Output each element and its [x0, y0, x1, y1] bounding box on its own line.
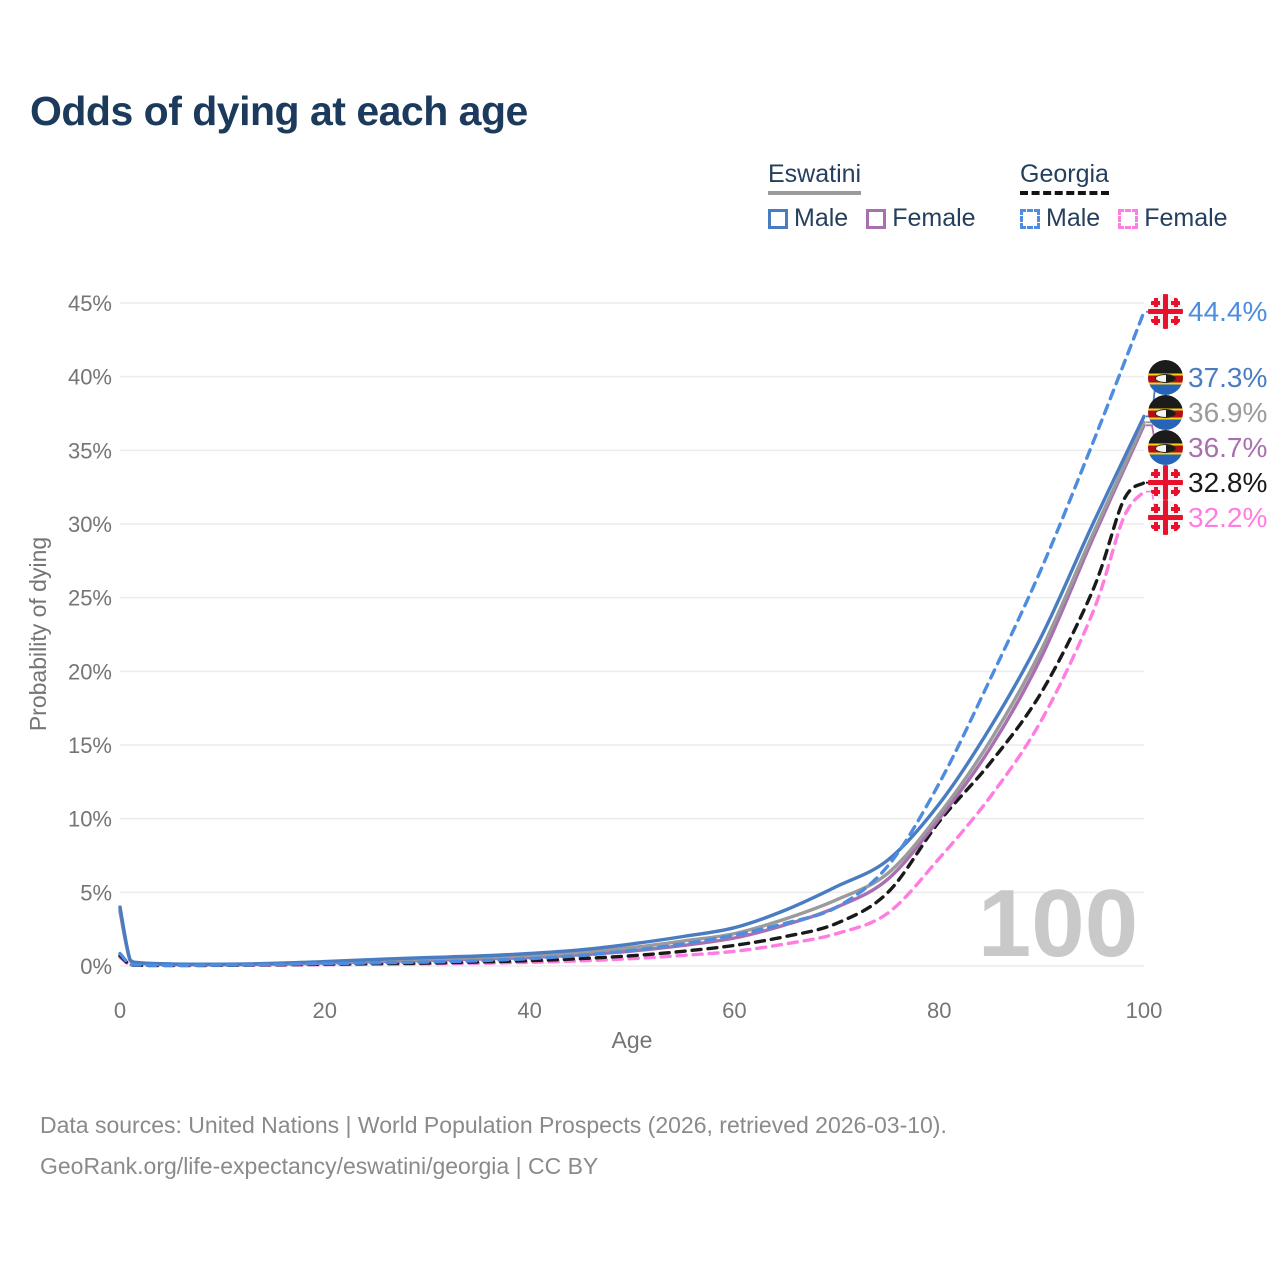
legend-item-eswatini-male[interactable]: Male — [768, 204, 848, 233]
x-tick-label: 0 — [114, 998, 126, 1023]
end-label-value: 32.2% — [1188, 501, 1268, 533]
footer-attribution: GeoRank.org/life-expectancy/eswatini/geo… — [40, 1153, 599, 1179]
chart-title: Odds of dying at each age — [30, 88, 528, 134]
x-tick-label: 20 — [313, 998, 337, 1023]
series-line-georgia-male[interactable] — [118, 310, 1146, 967]
y-tick-label: 35% — [68, 438, 112, 463]
legend-group-eswatini: Eswatini Male Female — [768, 160, 976, 233]
legend-label-georgia-female: Female — [1144, 204, 1228, 232]
footer: Data sources: United Nations | World Pop… — [40, 1105, 947, 1187]
legend-group-title-eswatini: Eswatini — [768, 160, 862, 195]
eswatini-flag-icon — [1148, 430, 1183, 466]
end-label-value: 37.3% — [1188, 361, 1268, 393]
legend-group-title-georgia: Georgia — [1020, 160, 1109, 195]
end-label-georgia-both: 32.8% — [1148, 465, 1267, 501]
end-label-eswatini-male: 37.3% — [1148, 360, 1267, 396]
georgia-female-swatch-icon — [1118, 208, 1139, 229]
legend-item-georgia-male[interactable]: Male — [1020, 204, 1100, 233]
legend-label-georgia-male: Male — [1046, 204, 1101, 232]
legend-row-eswatini: Male Female — [768, 204, 976, 233]
y-tick-label: 40% — [68, 365, 112, 390]
y-tick-label: 5% — [80, 880, 112, 905]
y-tick-label: 20% — [68, 659, 112, 684]
y-tick-label: 25% — [68, 586, 112, 611]
eswatini-male-swatch-icon — [768, 208, 788, 229]
eswatini-flag-icon — [1148, 360, 1183, 396]
legend-group-georgia: Georgia Male Female — [1020, 160, 1228, 233]
y-tick-label: 45% — [68, 291, 112, 316]
x-tick-label: 80 — [927, 998, 951, 1023]
legend-row-georgia: Male Female — [1020, 204, 1228, 233]
x-tick-label: 40 — [517, 998, 541, 1023]
x-tick-label: 100 — [1126, 998, 1163, 1023]
end-label-eswatini-both: 36.9% — [1148, 395, 1267, 431]
end-label-georgia-female: 32.2% — [1148, 500, 1267, 536]
end-label-value: 36.7% — [1188, 431, 1268, 463]
georgia-flag-icon — [1148, 465, 1183, 501]
georgia-flag-icon — [1148, 500, 1183, 536]
eswatini-flag-icon — [1148, 395, 1183, 431]
footer-data-sources: Data sources: United Nations | World Pop… — [40, 1112, 947, 1138]
y-tick-label: 0% — [80, 954, 112, 979]
end-label-eswatini-female: 36.7% — [1148, 430, 1267, 466]
age-watermark: 100 — [978, 870, 1138, 977]
x-axis-title: Age — [612, 1027, 653, 1053]
end-label-georgia-male: 44.4% — [1148, 294, 1267, 330]
x-tick-label: 60 — [722, 998, 746, 1023]
georgia-flag-icon — [1148, 294, 1183, 330]
y-tick-label: 15% — [68, 733, 112, 758]
end-label-value: 36.9% — [1188, 396, 1268, 428]
end-label-value: 44.4% — [1188, 295, 1268, 327]
y-tick-label: 30% — [68, 512, 112, 537]
legend-item-eswatini-female[interactable]: Female — [866, 204, 976, 233]
end-label-value: 32.8% — [1188, 466, 1268, 498]
legend-label-eswatini-male: Male — [794, 204, 849, 232]
eswatini-female-swatch-icon — [866, 208, 887, 229]
legend-item-georgia-female[interactable]: Female — [1118, 204, 1228, 233]
legend: Eswatini Male Female Georgia Male — [768, 160, 1268, 240]
y-axis-title: Probability of dying — [25, 537, 51, 731]
georgia-male-swatch-icon — [1020, 208, 1040, 229]
y-tick-label: 10% — [68, 807, 112, 832]
legend-label-eswatini-female: Female — [892, 204, 976, 232]
